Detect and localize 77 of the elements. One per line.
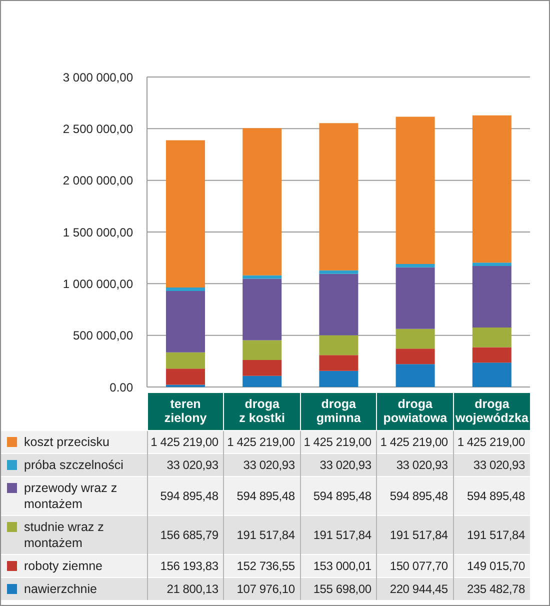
bar	[166, 140, 205, 288]
x-tick-label: droga powiatowa	[382, 397, 448, 426]
data-label: 1 425 219,00	[300, 430, 377, 453]
bar	[396, 348, 435, 364]
data-label: 107 976,10	[224, 577, 300, 600]
data-label: 191 517,84	[376, 515, 454, 554]
bar	[396, 328, 435, 349]
bar	[319, 274, 358, 336]
bar	[396, 264, 435, 268]
legend-label: próba szczelności	[24, 456, 124, 472]
data-label: 220 944,45	[376, 577, 454, 600]
bar	[396, 364, 435, 387]
y-tick-label: 3 000 000,00	[62, 70, 134, 84]
data-label: 33 020,93	[376, 453, 454, 476]
data-label: 191 517,84	[300, 515, 377, 554]
data-label: 1 425 219,00	[453, 430, 530, 453]
bar	[319, 270, 358, 274]
bar	[242, 278, 282, 340]
y-tick-label: 500 000,00	[72, 328, 134, 343]
bar	[319, 335, 358, 356]
data-label: 594 895,48	[453, 476, 530, 515]
bar	[396, 267, 435, 329]
data-label: 21 800,13	[147, 577, 224, 600]
bar	[242, 376, 282, 387]
data-label: 33 020,93	[224, 453, 300, 476]
y-tick-label: 2 000 000,00	[62, 174, 134, 188]
data-label: 33 020,93	[453, 453, 530, 476]
bar	[472, 362, 512, 387]
legend-label: koszt przecisku	[24, 434, 110, 450]
bar	[396, 116, 435, 264]
y-tick-label: 1 000 000,00	[62, 276, 134, 291]
data-label: 594 895,48	[147, 476, 224, 515]
y-tick-label: 0.00	[110, 380, 134, 394]
bar	[242, 340, 282, 360]
bar	[319, 123, 358, 270]
legend-label: roboty ziemne	[24, 558, 103, 574]
legend-label: nawierzchnie	[24, 580, 97, 596]
bar	[242, 128, 282, 276]
data-label: 149 015,70	[453, 554, 530, 577]
data-label: 594 895,48	[224, 476, 300, 515]
data-label: 191 517,84	[453, 515, 530, 554]
data-label: 156 193,83	[147, 554, 224, 577]
bar	[472, 262, 512, 266]
bar	[166, 368, 205, 385]
data-label: 1 425 219,00	[147, 430, 224, 453]
data-label: 156 685,79	[147, 515, 224, 554]
x-tick-label: droga gminna	[315, 397, 362, 426]
data-label: 155 698,00	[300, 577, 377, 600]
bar	[319, 355, 358, 371]
x-tick-label: droga z kostki	[238, 397, 286, 426]
x-tick-label: teren zielony	[163, 397, 208, 426]
bar	[472, 347, 512, 363]
bar	[319, 370, 358, 387]
data-label: 191 517,84	[224, 515, 300, 554]
data-label: 1 425 219,00	[224, 430, 300, 453]
data-label: 594 895,48	[376, 476, 454, 515]
bar	[472, 115, 512, 263]
data-label: 1 425 219,00	[376, 430, 454, 453]
bar	[472, 327, 512, 348]
bar	[242, 360, 282, 376]
data-label: 594 895,48	[300, 476, 377, 515]
data-label: 150 077,70	[376, 554, 454, 577]
x-tick-label: droga wojewódzka	[454, 397, 529, 426]
y-tick-label: 1 500 000,00	[62, 225, 134, 240]
data-label: 153 000,01	[300, 554, 377, 577]
data-label: 152 736,55	[224, 554, 300, 577]
data-label: 33 020,93	[147, 453, 224, 476]
legend-label: przewody wraz z montażem	[24, 480, 118, 512]
legend-label: studnie wraz z montażem	[24, 518, 105, 550]
bar	[242, 275, 282, 279]
bar	[472, 266, 512, 328]
bar	[166, 290, 205, 352]
data-label: 33 020,93	[300, 453, 377, 476]
bar	[166, 352, 205, 369]
bar	[166, 288, 205, 291]
y-tick-label: 2 500 000,00	[62, 122, 134, 136]
data-label: 235 482,78	[453, 577, 530, 600]
